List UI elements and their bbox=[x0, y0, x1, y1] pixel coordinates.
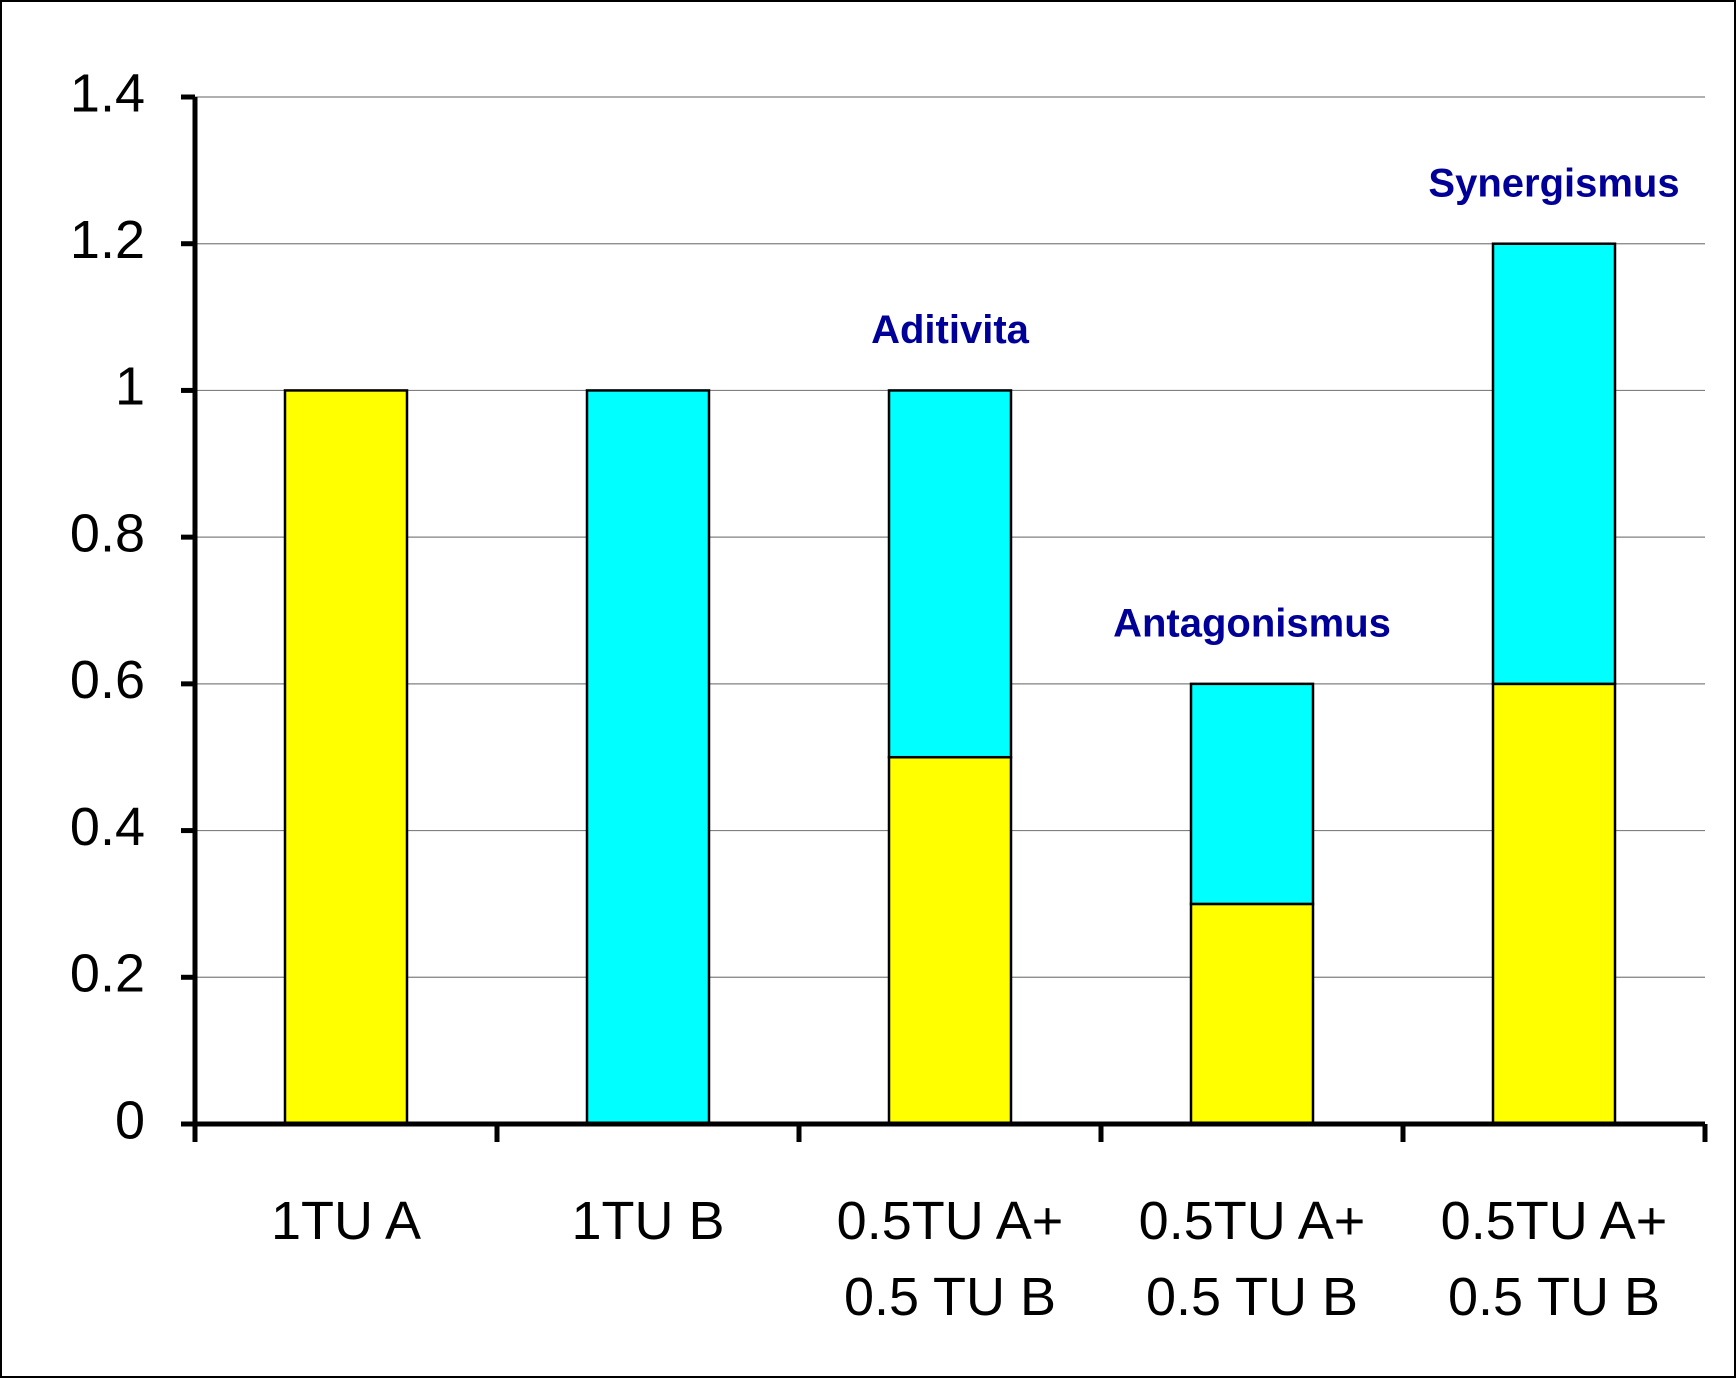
y-tick-label: 1.4 bbox=[70, 63, 145, 123]
y-tick-label: 0.8 bbox=[70, 503, 145, 563]
bar-segment bbox=[1189, 682, 1315, 906]
x-tick-label: 0.5TU A+ 0.5 TU B bbox=[836, 1191, 1064, 1327]
bar-segment bbox=[585, 389, 711, 1126]
x-tick-label: 0.5TU A+ 0.5 TU B bbox=[1440, 1191, 1668, 1327]
x-tick-label: 1TU B bbox=[571, 1191, 725, 1251]
y-tick-label: 0.4 bbox=[70, 797, 145, 857]
bar-segment bbox=[1189, 902, 1315, 1126]
bar-segment bbox=[1491, 242, 1617, 686]
bar-segment bbox=[887, 755, 1013, 1126]
bar-segment bbox=[283, 389, 409, 1126]
y-tick-label: 1 bbox=[115, 357, 145, 417]
annotation: Antagonismus bbox=[1113, 601, 1391, 645]
annotation: Aditivita bbox=[871, 308, 1030, 352]
y-tick-label: 0 bbox=[115, 1090, 145, 1150]
y-tick-label: 0.2 bbox=[70, 944, 145, 1004]
x-tick-label: 1TU A bbox=[270, 1191, 422, 1251]
y-tick-label: 0.6 bbox=[70, 650, 145, 710]
x-tick-label: 0.5TU A+ 0.5 TU B bbox=[1138, 1191, 1366, 1327]
bar-segment bbox=[887, 389, 1013, 759]
y-tick-label: 1.2 bbox=[70, 210, 145, 270]
bar-segment bbox=[1491, 682, 1617, 1126]
annotation: Synergismus bbox=[1428, 161, 1679, 205]
